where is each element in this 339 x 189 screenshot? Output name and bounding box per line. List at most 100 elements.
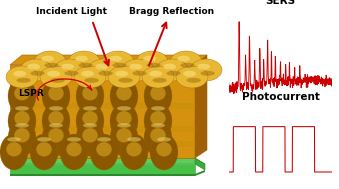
Ellipse shape bbox=[113, 63, 127, 68]
Ellipse shape bbox=[156, 59, 188, 81]
Ellipse shape bbox=[151, 81, 165, 86]
Ellipse shape bbox=[190, 59, 222, 81]
Ellipse shape bbox=[90, 134, 118, 170]
Ellipse shape bbox=[48, 128, 64, 143]
Ellipse shape bbox=[116, 128, 132, 143]
Ellipse shape bbox=[142, 66, 174, 88]
Ellipse shape bbox=[27, 64, 40, 70]
Text: LSPR: LSPR bbox=[18, 88, 44, 98]
Ellipse shape bbox=[180, 63, 195, 68]
Ellipse shape bbox=[83, 81, 97, 86]
Ellipse shape bbox=[15, 106, 29, 111]
Ellipse shape bbox=[47, 71, 60, 77]
Ellipse shape bbox=[48, 111, 64, 125]
Ellipse shape bbox=[110, 78, 138, 114]
Ellipse shape bbox=[186, 78, 201, 83]
Ellipse shape bbox=[129, 64, 142, 70]
Text: Photocurrent: Photocurrent bbox=[242, 92, 319, 102]
Ellipse shape bbox=[81, 71, 94, 77]
Polygon shape bbox=[10, 126, 195, 132]
Ellipse shape bbox=[76, 78, 104, 114]
Ellipse shape bbox=[116, 86, 132, 101]
Ellipse shape bbox=[74, 66, 106, 88]
Ellipse shape bbox=[68, 51, 100, 73]
Ellipse shape bbox=[30, 134, 58, 170]
Ellipse shape bbox=[0, 134, 28, 170]
Ellipse shape bbox=[88, 59, 120, 81]
Ellipse shape bbox=[66, 142, 82, 156]
Ellipse shape bbox=[48, 86, 64, 101]
Ellipse shape bbox=[197, 64, 210, 70]
Ellipse shape bbox=[109, 56, 122, 62]
Ellipse shape bbox=[133, 71, 147, 76]
Polygon shape bbox=[10, 158, 205, 164]
Ellipse shape bbox=[150, 134, 178, 170]
Ellipse shape bbox=[36, 142, 52, 156]
Ellipse shape bbox=[8, 103, 36, 139]
Polygon shape bbox=[10, 55, 207, 65]
Ellipse shape bbox=[13, 71, 26, 77]
Ellipse shape bbox=[110, 103, 138, 139]
Ellipse shape bbox=[96, 142, 112, 156]
Polygon shape bbox=[10, 65, 195, 158]
Ellipse shape bbox=[75, 56, 88, 62]
Ellipse shape bbox=[149, 71, 162, 77]
Ellipse shape bbox=[49, 81, 63, 86]
Ellipse shape bbox=[82, 128, 98, 143]
Ellipse shape bbox=[177, 56, 190, 62]
Ellipse shape bbox=[64, 71, 79, 76]
Ellipse shape bbox=[83, 123, 97, 128]
Polygon shape bbox=[195, 158, 205, 170]
Polygon shape bbox=[10, 164, 195, 174]
Ellipse shape bbox=[42, 78, 70, 114]
Ellipse shape bbox=[126, 142, 142, 156]
Ellipse shape bbox=[144, 103, 172, 139]
Ellipse shape bbox=[150, 111, 166, 125]
Ellipse shape bbox=[20, 59, 52, 81]
Ellipse shape bbox=[8, 78, 36, 114]
Ellipse shape bbox=[157, 137, 171, 142]
Ellipse shape bbox=[120, 134, 148, 170]
Ellipse shape bbox=[14, 128, 30, 143]
Ellipse shape bbox=[84, 78, 99, 83]
Ellipse shape bbox=[144, 78, 172, 114]
Ellipse shape bbox=[41, 56, 54, 62]
Ellipse shape bbox=[34, 51, 66, 73]
Ellipse shape bbox=[16, 78, 31, 83]
Ellipse shape bbox=[42, 103, 70, 139]
Ellipse shape bbox=[61, 64, 74, 70]
Ellipse shape bbox=[146, 63, 161, 68]
Ellipse shape bbox=[7, 137, 21, 142]
Ellipse shape bbox=[117, 106, 131, 111]
Ellipse shape bbox=[117, 81, 131, 86]
Ellipse shape bbox=[15, 81, 29, 86]
Ellipse shape bbox=[6, 66, 38, 88]
Ellipse shape bbox=[44, 63, 59, 68]
Ellipse shape bbox=[98, 71, 113, 76]
Ellipse shape bbox=[117, 123, 131, 128]
Ellipse shape bbox=[60, 134, 88, 170]
Ellipse shape bbox=[31, 71, 45, 76]
Ellipse shape bbox=[200, 71, 215, 76]
Ellipse shape bbox=[122, 59, 154, 81]
Ellipse shape bbox=[150, 128, 166, 143]
Ellipse shape bbox=[153, 78, 167, 83]
Ellipse shape bbox=[76, 103, 104, 139]
Ellipse shape bbox=[115, 71, 128, 77]
Ellipse shape bbox=[14, 111, 30, 125]
Ellipse shape bbox=[183, 71, 196, 77]
Ellipse shape bbox=[136, 51, 168, 73]
Ellipse shape bbox=[6, 142, 22, 156]
Ellipse shape bbox=[151, 106, 165, 111]
Ellipse shape bbox=[49, 106, 63, 111]
Ellipse shape bbox=[82, 111, 98, 125]
Polygon shape bbox=[10, 103, 195, 109]
Ellipse shape bbox=[166, 71, 181, 76]
Ellipse shape bbox=[54, 59, 86, 81]
Ellipse shape bbox=[116, 111, 132, 125]
Ellipse shape bbox=[49, 123, 63, 128]
Ellipse shape bbox=[15, 123, 29, 128]
Ellipse shape bbox=[176, 66, 208, 88]
Ellipse shape bbox=[143, 56, 156, 62]
Polygon shape bbox=[10, 170, 205, 176]
